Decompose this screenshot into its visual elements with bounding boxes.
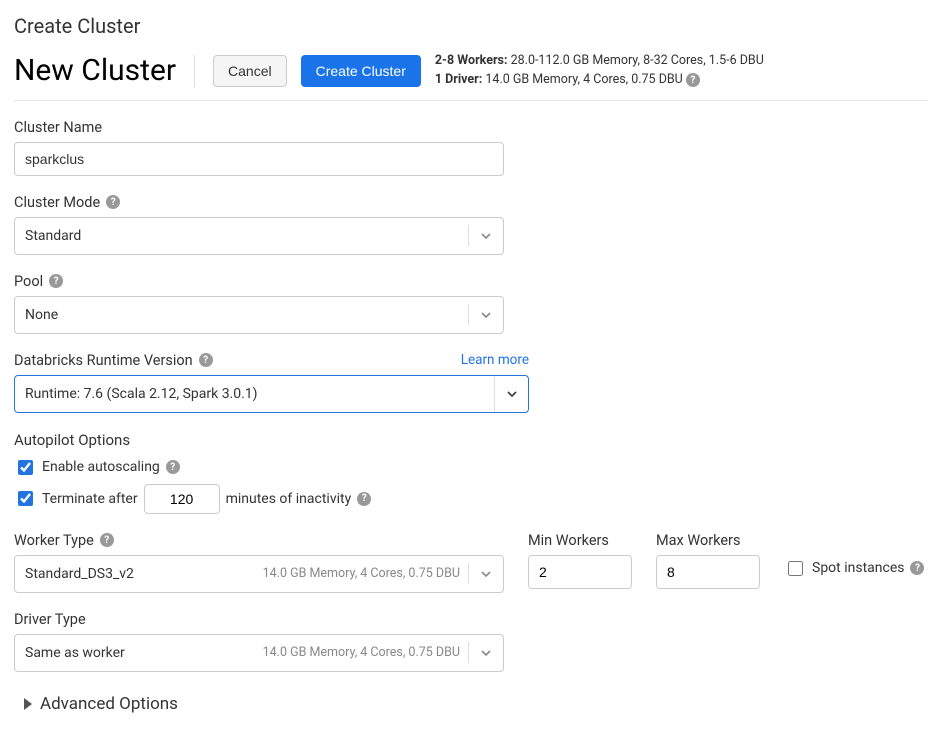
runtime-value: Runtime: 7.6 (Scala 2.12, Spark 3.0.1)	[15, 378, 494, 410]
spot-instances-checkbox[interactable]	[788, 561, 803, 576]
cluster-mode-value: Standard	[15, 220, 468, 252]
page-title: New Cluster	[14, 53, 176, 88]
worker-row: Worker Type ? Standard_DS3_v2 14.0 GB Me…	[14, 532, 928, 593]
help-icon[interactable]: ?	[686, 73, 700, 87]
cluster-mode-label: Cluster Mode	[14, 194, 100, 211]
autopilot-title: Autopilot Options	[14, 431, 614, 449]
advanced-options-toggle[interactable]: Advanced Options	[24, 694, 928, 714]
summary-driver-prefix: 1 Driver:	[435, 72, 482, 87]
pool-value: None	[15, 299, 468, 331]
terminate-label: Terminate after	[42, 491, 138, 507]
worker-type-label: Worker Type	[14, 532, 94, 549]
spot-instances-label: Spot instances	[812, 560, 904, 576]
cluster-mode-select[interactable]: Standard	[14, 217, 504, 255]
horizontal-rule	[14, 100, 928, 101]
breadcrumb[interactable]: Create Cluster	[14, 14, 928, 38]
cluster-name-input[interactable]	[14, 142, 504, 176]
max-workers-label: Max Workers	[656, 532, 760, 549]
autopilot-section: Autopilot Options Enable autoscaling ? T…	[14, 431, 614, 514]
runtime-section: Databricks Runtime Version ? Learn more …	[14, 352, 529, 413]
cancel-button[interactable]: Cancel	[213, 55, 287, 87]
pool-section: Pool ? None	[14, 273, 504, 334]
pool-label: Pool	[14, 273, 43, 290]
chevron-down-icon	[469, 218, 503, 254]
autoscale-checkbox[interactable]	[18, 460, 33, 475]
worker-type-spec: 14.0 GB Memory, 4 Cores, 0.75 DBU	[263, 566, 468, 581]
worker-type-value: Standard_DS3_v2	[15, 558, 263, 590]
cluster-name-section: Cluster Name	[14, 119, 504, 176]
help-icon[interactable]: ?	[49, 274, 63, 288]
terminate-minutes-input[interactable]	[144, 484, 220, 514]
advanced-options-label: Advanced Options	[40, 694, 178, 714]
summary-workers-spec: 28.0-112.0 GB Memory, 8-32 Cores, 1.5-6 …	[511, 53, 764, 68]
learn-more-link[interactable]: Learn more	[461, 352, 529, 368]
driver-type-section: Driver Type Same as worker 14.0 GB Memor…	[14, 611, 504, 672]
help-icon[interactable]: ?	[106, 195, 120, 209]
worker-type-select[interactable]: Standard_DS3_v2 14.0 GB Memory, 4 Cores,…	[14, 555, 504, 593]
max-workers-input[interactable]	[656, 555, 760, 589]
help-icon[interactable]: ?	[100, 533, 114, 547]
chevron-down-icon	[469, 297, 503, 333]
chevron-down-icon	[494, 376, 528, 412]
header-row: New Cluster Cancel Create Cluster 2-8 Wo…	[14, 52, 928, 90]
terminate-checkbox[interactable]	[18, 491, 33, 506]
runtime-label: Databricks Runtime Version	[14, 352, 193, 369]
pool-select[interactable]: None	[14, 296, 504, 334]
driver-type-spec: 14.0 GB Memory, 4 Cores, 0.75 DBU	[263, 645, 468, 660]
help-icon[interactable]: ?	[357, 492, 371, 506]
chevron-down-icon	[469, 556, 503, 592]
cluster-mode-section: Cluster Mode ? Standard	[14, 194, 504, 255]
help-icon[interactable]: ?	[199, 353, 213, 367]
autoscale-label: Enable autoscaling	[42, 459, 160, 475]
runtime-select[interactable]: Runtime: 7.6 (Scala 2.12, Spark 3.0.1)	[14, 375, 529, 413]
triangle-right-icon	[24, 698, 32, 710]
summary-driver-spec: 14.0 GB Memory, 4 Cores, 0.75 DBU	[485, 72, 682, 87]
summary-workers-prefix: 2-8 Workers:	[435, 53, 508, 68]
chevron-down-icon	[469, 635, 503, 671]
min-workers-input[interactable]	[528, 555, 632, 589]
divider	[194, 55, 195, 87]
driver-type-value: Same as worker	[15, 637, 263, 669]
driver-type-select[interactable]: Same as worker 14.0 GB Memory, 4 Cores, …	[14, 634, 504, 672]
resource-summary: 2-8 Workers: 28.0-112.0 GB Memory, 8-32 …	[435, 52, 764, 90]
cluster-name-label: Cluster Name	[14, 119, 102, 136]
terminate-suffix: minutes of inactivity	[226, 491, 352, 507]
min-workers-label: Min Workers	[528, 532, 632, 549]
help-icon[interactable]: ?	[166, 460, 180, 474]
help-icon[interactable]: ?	[910, 561, 924, 575]
driver-type-label: Driver Type	[14, 611, 86, 628]
create-cluster-button[interactable]: Create Cluster	[301, 55, 421, 87]
